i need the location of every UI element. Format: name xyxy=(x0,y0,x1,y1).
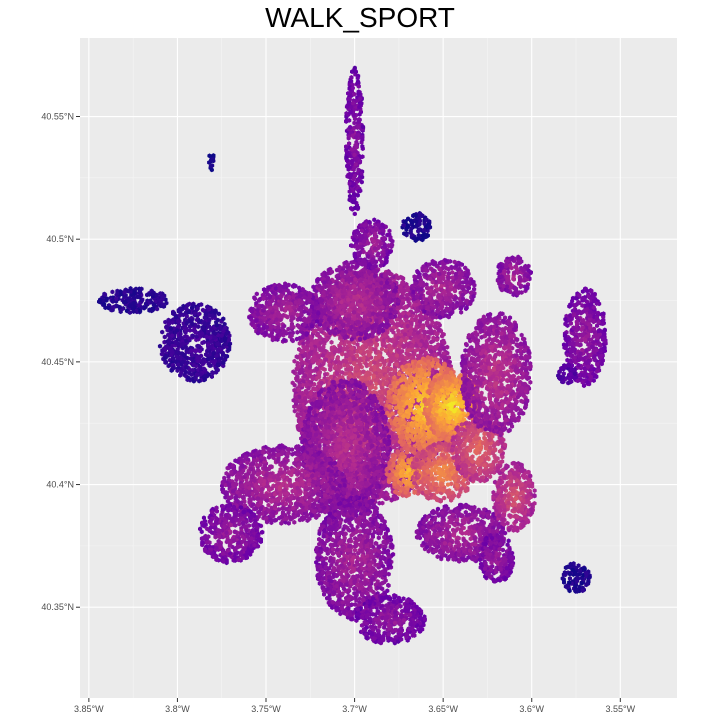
data-layer xyxy=(97,65,608,646)
hex-cell xyxy=(373,385,378,391)
hex-cell xyxy=(365,349,370,355)
hex-cell xyxy=(292,408,297,414)
hex-cell xyxy=(367,362,372,367)
hex-cell xyxy=(431,335,436,341)
map-title: WALK_SPORT xyxy=(265,2,455,33)
